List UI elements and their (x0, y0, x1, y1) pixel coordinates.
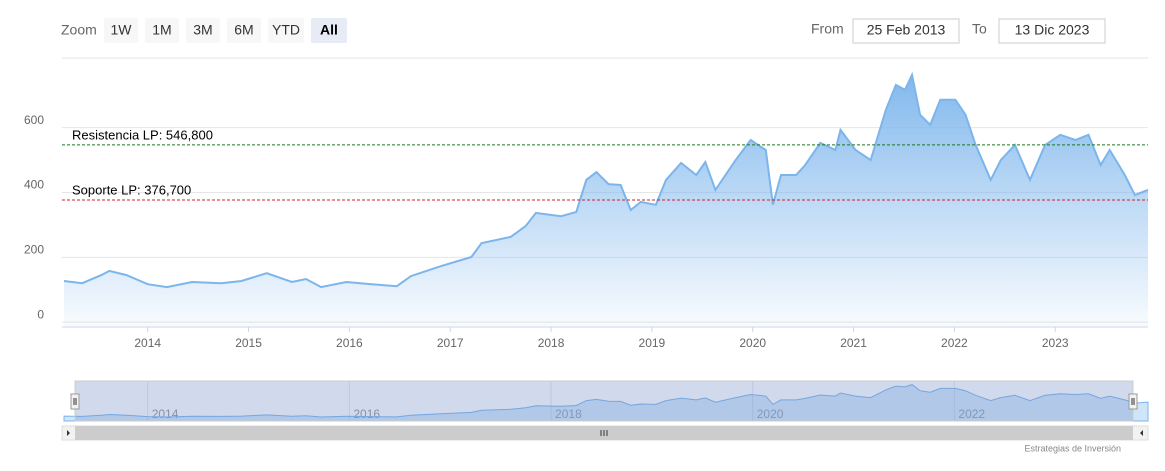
zoom-button[interactable] (311, 18, 347, 43)
scrollbar-grip (600, 430, 608, 436)
x-tick-label: 2014 (134, 336, 161, 350)
zoom-button[interactable] (268, 18, 304, 43)
x-tick-label: 2017 (437, 336, 464, 350)
zoom-button-label[interactable]: 1W (111, 22, 133, 38)
zoom-button[interactable] (104, 18, 138, 43)
navigator-tick-label: 2018 (555, 407, 582, 421)
navigator-handle-grip (1131, 398, 1135, 405)
y-tick-label: 600 (24, 113, 44, 127)
navigator-tick-label: 2016 (353, 407, 380, 421)
navigator-handle[interactable] (1128, 393, 1138, 410)
x-tick-label: 2015 (235, 336, 262, 350)
line (63, 71, 1149, 289)
to-label: To (972, 21, 987, 37)
navigator-handle-grip (73, 398, 77, 405)
zoom-button[interactable] (145, 18, 179, 43)
y-tick-label: 200 (24, 242, 44, 256)
zoom-button-label[interactable]: All (320, 22, 338, 38)
credits: Estrategias de Inversión (1024, 443, 1121, 453)
from-input[interactable] (852, 18, 960, 44)
to-value[interactable]: 13 Dic 2023 (1015, 22, 1090, 38)
from-label: From (811, 21, 844, 37)
plot-line-label: Soporte LP: 376,700 (72, 182, 191, 197)
x-tick-label: 2021 (840, 336, 867, 350)
zoom-button[interactable] (227, 18, 261, 43)
y-tick-label: 400 (24, 178, 44, 192)
x-tick-label: 2022 (941, 336, 968, 350)
area (64, 74, 1148, 328)
navigator-handle[interactable] (70, 393, 80, 410)
navigator-tick-label: 2022 (958, 407, 985, 421)
y-tick-label: 0 (37, 307, 44, 321)
navigator-area (63, 384, 1149, 422)
x-tick-label: 2019 (639, 336, 666, 350)
zoom-label: Zoom (61, 22, 97, 38)
zoom-button-label[interactable]: YTD (272, 22, 300, 38)
from-value[interactable]: 25 Feb 2013 (867, 22, 946, 38)
plot-line-label: Resistencia LP: 546,800 (72, 127, 213, 142)
x-tick-label: 2018 (538, 336, 565, 350)
x-tick-label: 2016 (336, 336, 363, 350)
navigator-tick-label: 2014 (152, 407, 179, 421)
zoom-button[interactable] (186, 18, 220, 43)
zoom-button-label[interactable]: 1M (152, 22, 171, 38)
navigator-mask (74, 380, 1134, 422)
zoom-button-label[interactable]: 3M (193, 22, 212, 38)
x-tick-label: 2020 (739, 336, 766, 350)
navigator-tick-label: 2020 (757, 407, 784, 421)
to-input[interactable] (998, 18, 1106, 44)
x-tick-label: 2023 (1042, 336, 1069, 350)
zoom-button-label[interactable]: 6M (234, 22, 253, 38)
